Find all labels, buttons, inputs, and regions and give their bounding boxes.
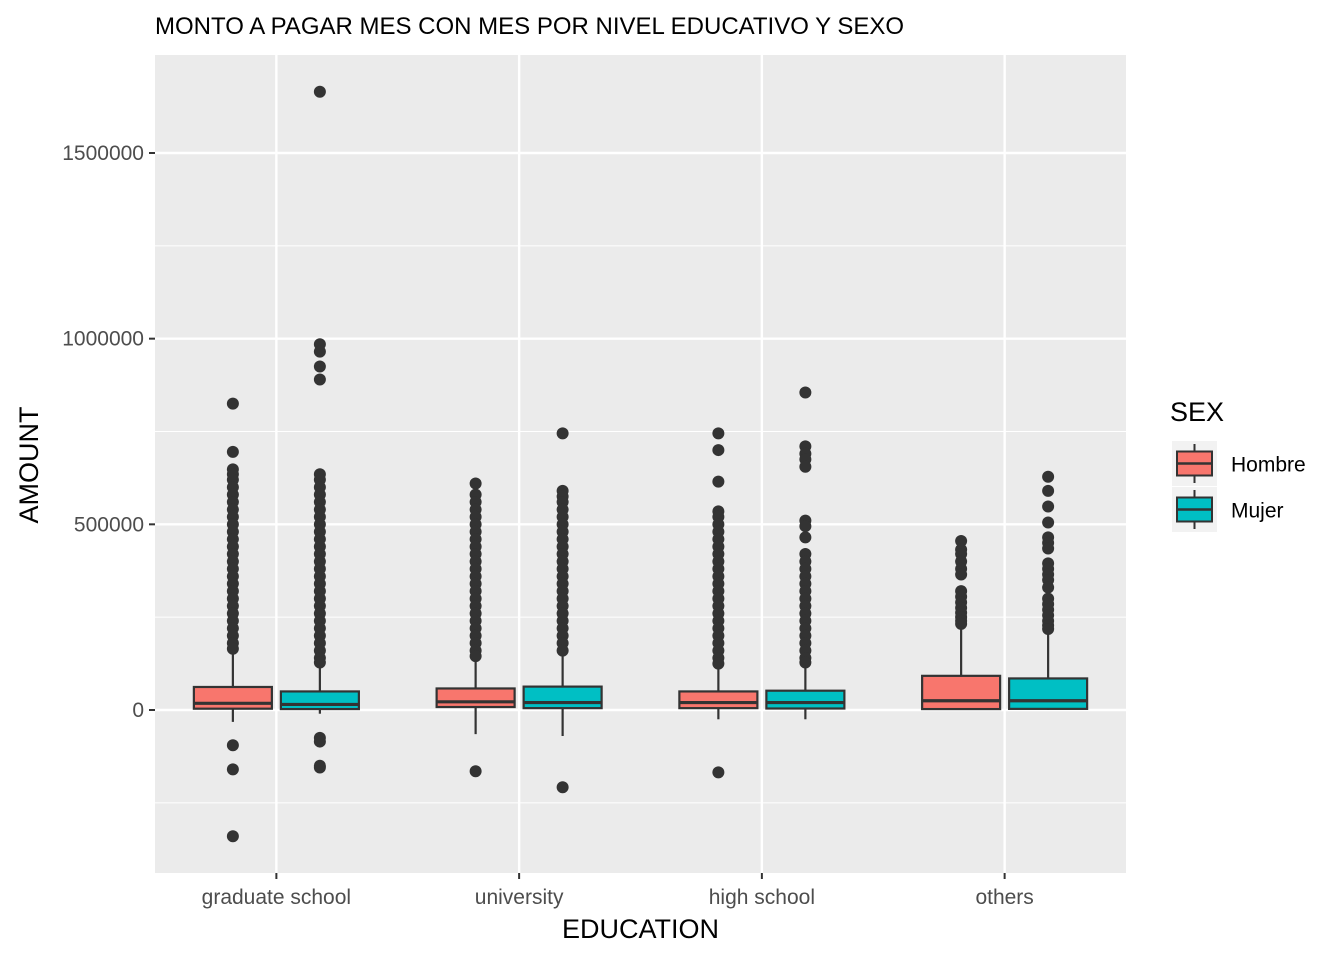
x-tick-label: university: [475, 886, 564, 909]
outlier-point: [955, 617, 968, 630]
x-tick-label: others: [975, 886, 1033, 909]
outlier-point: [226, 397, 239, 410]
outlier-point: [712, 475, 725, 488]
outlier-point: [1042, 623, 1055, 636]
outlier-point: [1042, 470, 1055, 483]
box-hombre-university: [435, 477, 516, 778]
outlier-point: [1042, 581, 1055, 594]
box-mujer-graduate-school: [279, 85, 360, 774]
outlier-point: [469, 477, 482, 490]
chart-title: MONTO A PAGAR MES CON MES POR NIVEL EDUC…: [155, 13, 904, 40]
outlier-point: [226, 830, 239, 843]
y-tick-label: 1500000: [62, 142, 144, 165]
outlier-point: [556, 644, 569, 657]
iqr-box: [522, 685, 603, 710]
x-tick-label: high school: [709, 886, 815, 909]
outlier-point: [712, 444, 725, 457]
legend-key-hombre: Hombre: [1172, 441, 1306, 486]
outlier-point: [955, 568, 968, 581]
outlier-point: [226, 642, 239, 655]
outlier-point: [556, 781, 569, 794]
outlier-point: [1042, 500, 1055, 513]
x-tick-label: graduate school: [202, 886, 351, 909]
box-mujer-university: [522, 427, 603, 794]
outlier-point: [226, 445, 239, 458]
outlier-point: [313, 735, 326, 748]
box-hombre-others: [921, 535, 1002, 711]
outlier-point: [469, 765, 482, 778]
outlier-point: [313, 656, 326, 669]
outlier-point: [469, 650, 482, 663]
outlier-point: [799, 460, 812, 473]
y-tick-label: 500000: [74, 513, 144, 536]
box-mujer-others: [1008, 470, 1089, 710]
outlier-point: [313, 345, 326, 358]
outlier-point: [1042, 484, 1055, 497]
iqr-box: [192, 685, 273, 710]
y-tick-label: 0: [132, 699, 144, 722]
outlier-point: [1042, 516, 1055, 529]
y-axis-title: AMOUNT: [14, 407, 44, 524]
outlier-point: [313, 360, 326, 373]
outlier-point: [226, 763, 239, 776]
outlier-point: [313, 761, 326, 774]
box-mujer-high-school: [765, 386, 846, 720]
plot-panel: [155, 55, 1126, 873]
outlier-point: [313, 85, 326, 98]
outlier-point: [1042, 542, 1055, 555]
iqr-box: [435, 687, 516, 709]
box-hombre-graduate-school: [192, 397, 273, 843]
outlier-point: [799, 520, 812, 533]
iqr-box: [1008, 677, 1089, 710]
y-tick-label: 1000000: [62, 328, 144, 351]
outlier-point: [712, 766, 725, 779]
iqr-box: [921, 674, 1002, 711]
outlier-point: [556, 427, 569, 440]
outlier-point: [712, 657, 725, 670]
iqr-box: [765, 689, 846, 710]
x-axis-title: EDUCATION: [562, 914, 719, 944]
outlier-point: [799, 656, 812, 669]
iqr-box: [279, 690, 360, 711]
legend-title: SEX: [1170, 397, 1224, 427]
outlier-point: [226, 739, 239, 752]
legend: SEX Hombre Mujer: [1170, 397, 1306, 532]
outlier-point: [712, 427, 725, 440]
box-hombre-high-school: [678, 427, 759, 779]
outlier-point: [799, 386, 812, 399]
iqr-box: [678, 690, 759, 710]
outlier-point: [955, 535, 968, 548]
outlier-point: [313, 373, 326, 386]
outlier-point: [799, 531, 812, 544]
legend-key-mujer: Mujer: [1172, 487, 1284, 532]
legend-label: Hombre: [1231, 454, 1306, 477]
legend-label: Mujer: [1231, 500, 1284, 523]
